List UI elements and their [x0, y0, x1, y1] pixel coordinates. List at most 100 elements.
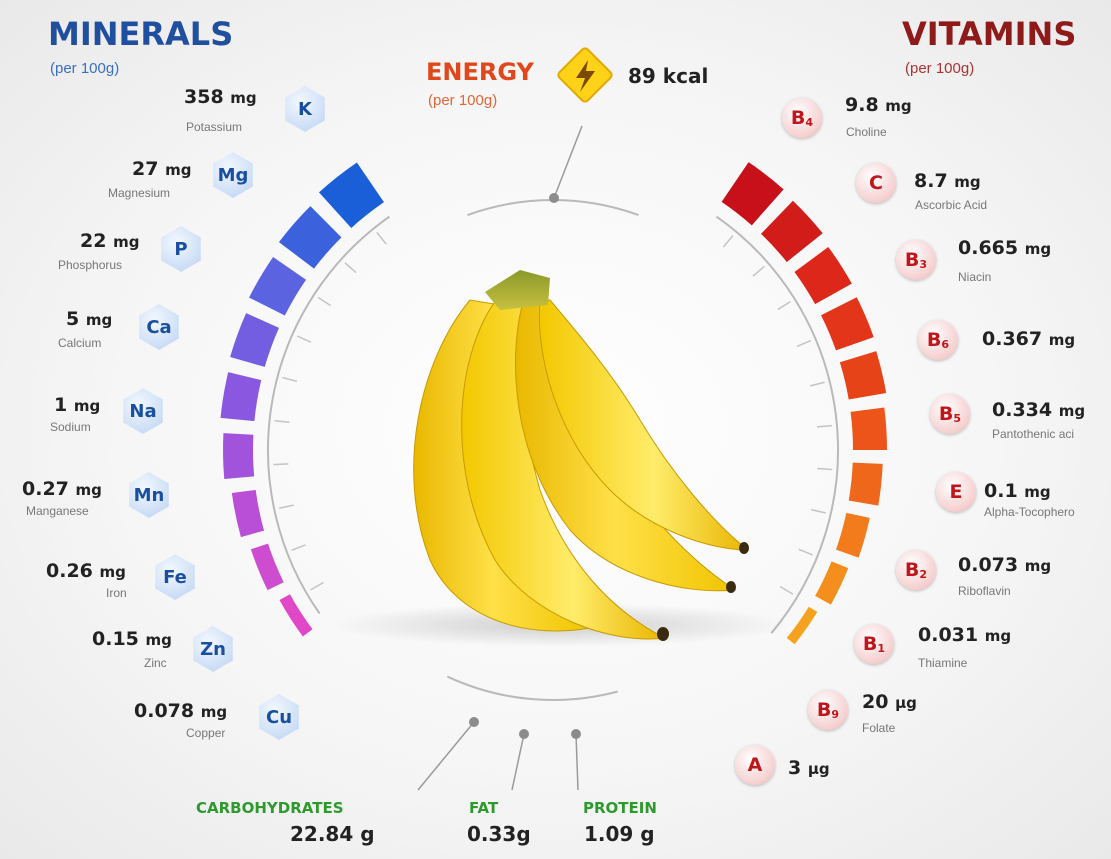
carbohydrates-label: CARBOHYDRATES	[196, 799, 344, 817]
vitamin-bar	[835, 512, 870, 558]
mineral-amount-number: 0.26	[46, 560, 93, 582]
arc-tick	[273, 463, 289, 466]
vitamin-name: Ascorbic Acid	[915, 198, 988, 212]
mineral-amount-unit: mg	[165, 161, 192, 179]
vitamin-name: Folate	[862, 721, 896, 735]
vitamin-amount-number: 0.073	[958, 554, 1019, 576]
vitamin-name: Alpha-Tocophero	[984, 505, 1075, 519]
banana-image	[330, 270, 790, 647]
mineral-amount: 1 mg	[54, 394, 100, 416]
mineral-amount-unit: mg	[99, 563, 126, 581]
vitamin-amount-number: 20	[862, 691, 889, 713]
arc-tick	[317, 296, 332, 307]
connector-line	[553, 125, 583, 199]
vitamin-amount-number: 3	[788, 757, 802, 779]
fat-label: FAT	[469, 799, 499, 817]
minerals-bars	[220, 162, 384, 637]
mineral-amount-unit: mg	[85, 311, 113, 329]
arc-tick	[811, 508, 826, 514]
vitamin-amount: 9.8 mg	[845, 94, 912, 116]
arc-tick	[809, 381, 825, 387]
mineral-name: Magnesium	[108, 186, 171, 200]
mineral-amount-number: 0.15	[92, 628, 139, 650]
mineral-symbol-badge: Cu	[259, 694, 299, 740]
mineral-bar	[230, 313, 280, 367]
mineral-amount: 0.27 mg	[22, 478, 102, 500]
mineral-name: Manganese	[26, 504, 89, 518]
vitamin-amount: 8.7 mg	[914, 170, 981, 192]
mineral-amount: 0.15 mg	[92, 628, 172, 650]
mineral-bar	[318, 162, 384, 228]
arc-tick	[798, 548, 813, 556]
mineral-amount-number: 0.078	[134, 700, 195, 722]
mineral-bar	[249, 256, 307, 316]
mineral-amount-number: 27	[132, 158, 159, 180]
lightning-bolt-icon	[557, 47, 613, 103]
vitamin-bar	[821, 297, 874, 351]
mineral-bar	[220, 372, 262, 422]
vitamin-letter: E	[949, 481, 963, 503]
connector-line	[575, 733, 579, 791]
vitamins-bars	[721, 162, 888, 645]
vitamin-amount: 0.073 mg	[958, 554, 1051, 576]
connector-line	[511, 733, 525, 791]
vitamin-amount-number: 9.8	[845, 94, 879, 116]
arc-tick	[291, 544, 306, 552]
vitamin-amount-number: 0.1	[984, 480, 1018, 502]
mineral-amount-number: 358	[184, 86, 224, 108]
minerals-title: MINERALS	[48, 15, 234, 53]
vitamin-amount: 0.367 mg	[982, 328, 1075, 350]
vitamin-badge: E	[936, 472, 976, 512]
vitamin-letter: B	[862, 633, 878, 655]
vitamins-title: VITAMINS	[902, 15, 1077, 53]
mineral-symbol-badge: Fe	[155, 554, 195, 600]
vitamin-amount: 0.031 mg	[918, 624, 1011, 646]
vitamin-subscript: 5	[953, 411, 962, 425]
vitamin-amount-unit: mg	[885, 97, 912, 115]
vitamin-amount-number: 0.031	[918, 624, 979, 646]
mineral-amount-unit: mg	[145, 631, 172, 649]
vitamin-amount-unit: mg	[1024, 557, 1052, 575]
protein-value: 1.09 g	[584, 822, 655, 846]
mineral-amount-unit: mg	[73, 397, 101, 415]
vitamin-bar	[850, 407, 888, 450]
arc-tick	[752, 265, 765, 277]
mineral-bar	[279, 594, 313, 637]
connector-dot	[519, 729, 529, 739]
vitamin-amount-number: 8.7	[914, 170, 948, 192]
arc-tick	[274, 419, 290, 424]
arc-tick	[278, 504, 294, 509]
connector-line	[417, 721, 475, 791]
vitamin-amount-unit: mg	[1024, 240, 1052, 258]
vitamin-amount-unit: mg	[954, 173, 981, 191]
mineral-amount-unit: mg	[230, 89, 257, 107]
arc-tick	[816, 424, 832, 428]
vitamin-amount: 20 µg	[862, 691, 917, 713]
mineral-amount: 358 mg	[184, 86, 257, 108]
energy-per-label: (per 100g)	[428, 92, 498, 109]
mineral-amount-number: 22	[80, 230, 107, 252]
vitamin-badge: C	[856, 163, 896, 203]
mineral-bar	[250, 543, 284, 591]
arc-tick	[796, 339, 812, 348]
vitamin-amount-unit: mg	[1058, 402, 1086, 420]
vitamin-letter: B	[790, 107, 806, 129]
vitamin-bar	[761, 200, 823, 263]
connector-dot	[469, 717, 479, 727]
protein-label: PROTEIN	[583, 799, 657, 817]
arc-tick	[722, 235, 734, 248]
vitamin-letter: A	[747, 754, 763, 776]
vitamin-amount-number: 0.367	[982, 328, 1043, 350]
vitamin-amount-unit: µg	[807, 760, 830, 778]
vitamin-subscript: 6	[941, 337, 950, 351]
decorative-arc	[715, 215, 839, 634]
arc-tick	[779, 585, 794, 595]
vitamin-bar	[839, 351, 887, 400]
mineral-amount-unit: mg	[75, 481, 102, 499]
mineral-name: Phosphorus	[58, 258, 123, 272]
mineral-symbol-badge: Mg	[213, 152, 253, 198]
